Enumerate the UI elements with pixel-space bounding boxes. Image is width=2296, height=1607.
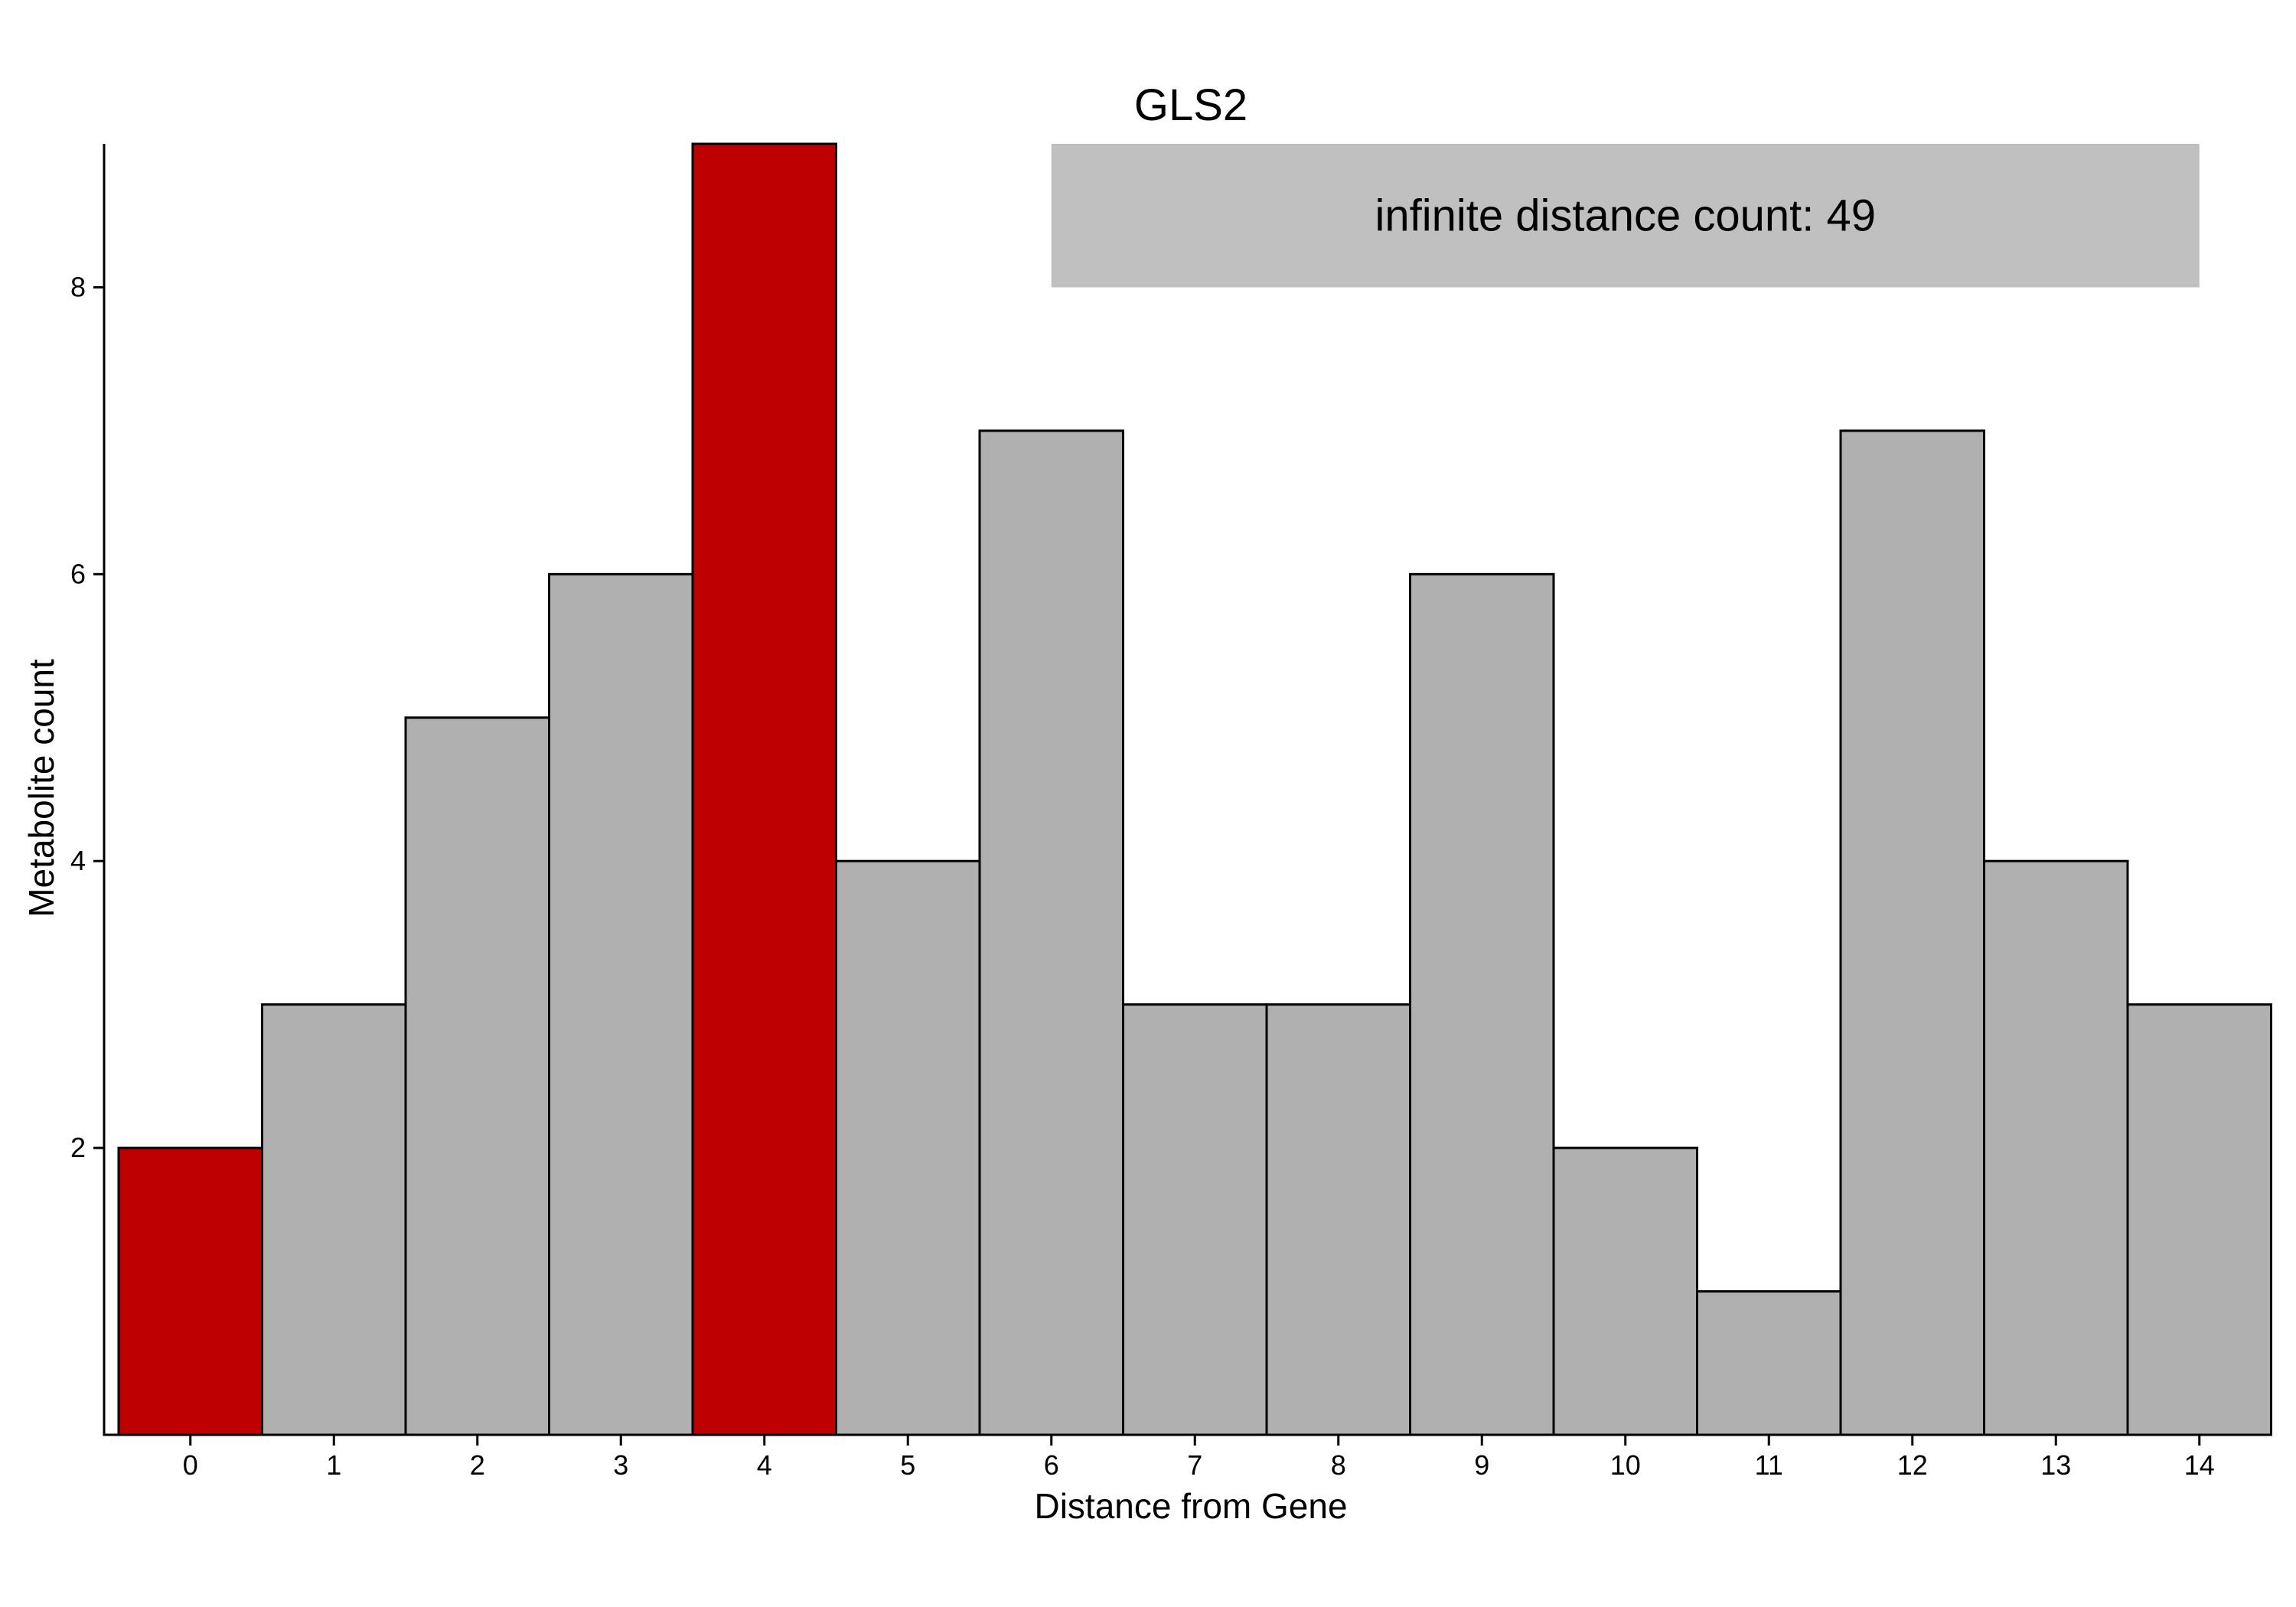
x-tick-label: 9 [1474, 1449, 1489, 1481]
bar-11 [1696, 1290, 1842, 1436]
axes [103, 144, 2270, 1436]
bar-0 [117, 1146, 263, 1436]
bar-13 [1983, 859, 2129, 1436]
bar-3 [548, 572, 694, 1436]
x-tick-label: 7 [1187, 1449, 1202, 1481]
x-tick-label: 12 [1897, 1449, 1928, 1481]
x-tick-label: 14 [2184, 1449, 2215, 1481]
bars [117, 142, 2272, 1436]
x-tick-label: 5 [900, 1449, 915, 1481]
x-tick-label: 13 [2040, 1449, 2071, 1481]
x-tick-label: 3 [613, 1449, 628, 1481]
annotation-box-group: infinite distance count: 49 [1051, 144, 2200, 288]
bar-10 [1552, 1146, 1698, 1436]
bar-1 [261, 1003, 407, 1436]
y-axis-ticks: 2 4 6 8 [70, 271, 104, 1163]
annotation-text: infinite distance count: 49 [1375, 191, 1876, 241]
x-tick-label: 8 [1331, 1449, 1346, 1481]
bar-8 [1265, 1003, 1411, 1436]
x-axis-title: Distance from Gene [1034, 1486, 1347, 1526]
y-tick-label: 4 [70, 845, 86, 876]
chart-title: GLS2 [1134, 80, 1247, 130]
bar-9 [1409, 572, 1555, 1436]
x-tick-label: 6 [1044, 1449, 1059, 1481]
bar-4 [691, 142, 837, 1436]
bar-6 [978, 429, 1124, 1436]
bar-14 [2126, 1003, 2272, 1436]
bar-5 [835, 859, 981, 1436]
x-tick-label: 2 [470, 1449, 485, 1481]
y-axis-title: Metabolite count [21, 659, 61, 918]
y-tick-label: 6 [70, 558, 86, 589]
x-tick-label: 0 [183, 1449, 198, 1481]
annotation-box [1051, 144, 2200, 288]
x-tick-label: 1 [326, 1449, 341, 1481]
bar-2 [404, 716, 550, 1436]
x-tick-label: 4 [757, 1449, 772, 1481]
x-axis-ticks: 0 1 2 3 4 5 6 7 8 9 10 11 12 13 14 [183, 1435, 2215, 1481]
x-tick-label: 11 [1755, 1449, 1783, 1481]
x-tick-label: 10 [1610, 1449, 1641, 1481]
bar-7 [1122, 1003, 1268, 1436]
y-tick-label: 8 [70, 271, 86, 302]
y-tick-label: 2 [70, 1132, 86, 1163]
bar-12 [1839, 429, 1985, 1436]
